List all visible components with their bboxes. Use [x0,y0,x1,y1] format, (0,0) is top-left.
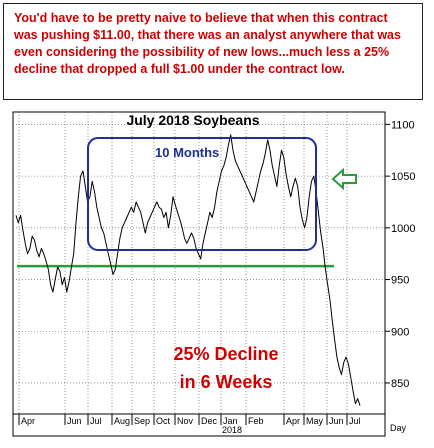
chart-title: July 2018 Soybeans [126,112,259,128]
x-tick-label: Aug [114,416,130,426]
x-tick-label: Apr [286,416,300,426]
decline-label-line2: in 6 Weeks [180,372,273,392]
x-tick-label: Jan [223,416,238,426]
decline-label-line1: 25% Decline [173,344,278,364]
caption-box: You'd have to be pretty naive to believe… [3,3,423,100]
x-tick-label: Feb [248,416,264,426]
arrow-left-icon [331,167,357,191]
y-tick-label: 1000 [391,223,415,235]
grid [13,112,385,414]
x-axis-unit-label: Day [390,423,407,433]
y-tick-label: 1100 [391,119,415,131]
price-series [15,134,361,406]
x-tick-label: Jun [67,416,82,426]
x-tick-label: Jun [329,416,344,426]
y-tick-label: 850 [391,378,409,390]
x-tick-label: Dec [201,416,218,426]
x-year-label: 2018 [222,425,242,435]
y-tick-label: 1050 [391,171,415,183]
x-tick-label: Nov [177,416,194,426]
y-axis: 850 900 950 1000 1050 1100 [385,119,415,390]
range-box [87,137,317,251]
x-tick-label: May [306,416,324,426]
x-tick-label: Apr [21,416,35,426]
x-axis: Apr Jun Jul Aug Sep Oct Nov Dec Jan Feb Apr May Jun J… [18,414,361,426]
y-tick-label: 950 [391,275,409,287]
x-tick-label: Oct [156,416,171,426]
y-tick-label: 900 [391,326,409,338]
x-tick-label: Jul [90,416,102,426]
x-tick-label: Sep [134,416,150,426]
x-tick-label: Jul [349,416,361,426]
range-box-label: 10 Months [155,145,219,160]
caption-text: You'd have to be pretty naive to believe… [14,11,401,76]
price-line [15,134,361,406]
